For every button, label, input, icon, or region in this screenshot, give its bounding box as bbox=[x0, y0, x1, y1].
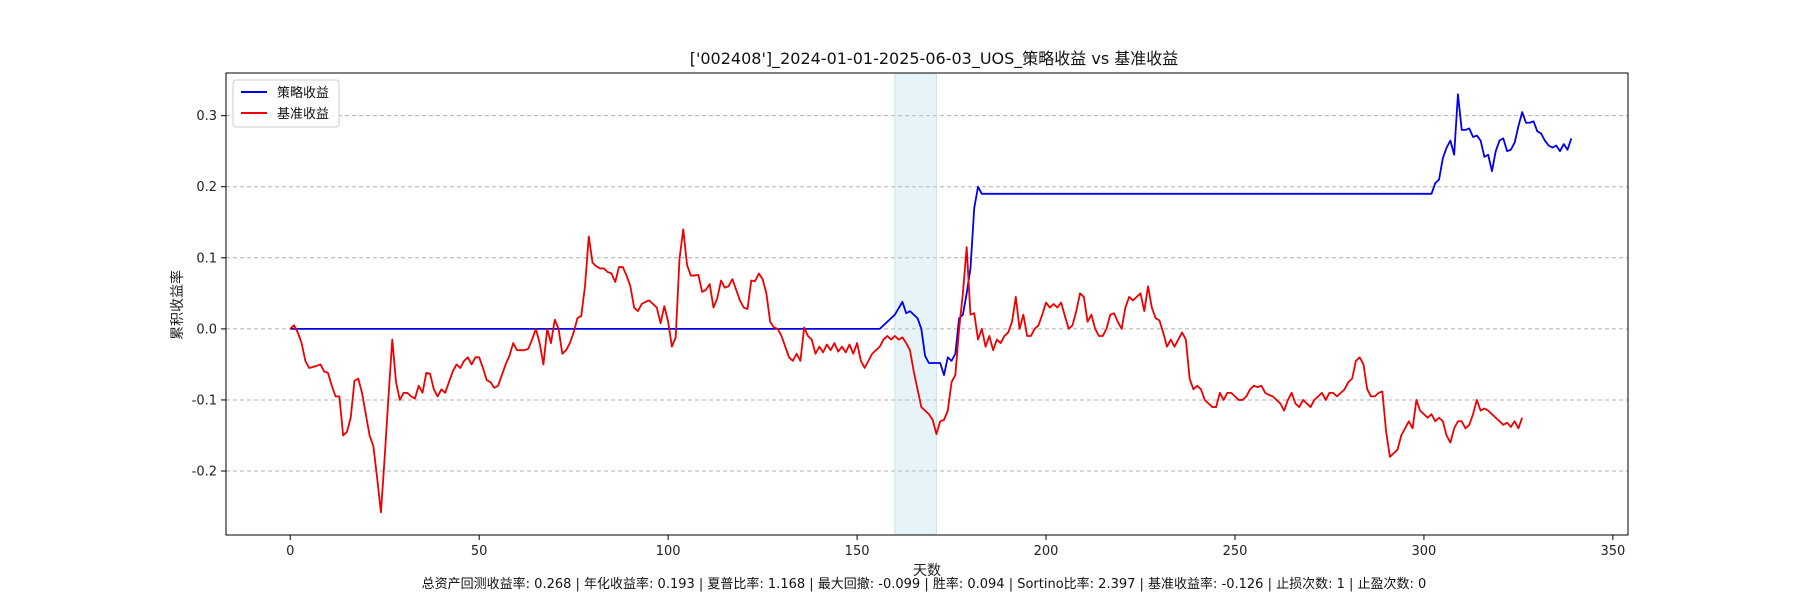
plot-frame bbox=[225, 72, 1629, 536]
x-tick-label-3: 150 bbox=[845, 544, 870, 559]
x-tick-label-2: 100 bbox=[656, 544, 681, 559]
legend: 策略收益 基准收益 bbox=[232, 79, 340, 128]
x-tick-label-0: 0 bbox=[286, 544, 294, 559]
x-tick-label-5: 250 bbox=[1223, 544, 1248, 559]
x-tick-label-4: 200 bbox=[1034, 544, 1059, 559]
x-tick-label-7: 350 bbox=[1600, 544, 1625, 559]
series-layer bbox=[289, 93, 1573, 514]
x-tick-label-1: 50 bbox=[471, 544, 488, 559]
y-tick-label-3: 0.1 bbox=[196, 251, 217, 266]
y-tick-label-4: 0.2 bbox=[196, 180, 217, 195]
plot-area bbox=[226, 73, 1628, 535]
legend-label-benchmark: 基准收益 bbox=[277, 107, 329, 122]
y-tick-label-1: -0.1 bbox=[192, 393, 217, 408]
series-line-benchmark bbox=[289, 228, 1524, 514]
y-axis-label: 累积收益率 bbox=[169, 270, 186, 340]
footer-metrics: 总资产回测收益率: 0.268 | 年化收益率: 0.193 | 夏普比率: 1… bbox=[422, 576, 1427, 592]
x-tick-label-6: 300 bbox=[1412, 544, 1437, 559]
y-tick-label-5: 0.3 bbox=[196, 109, 217, 124]
x-axis-label: 天数 bbox=[913, 563, 941, 579]
y-tick-label-0: -0.2 bbox=[192, 465, 217, 480]
y-axis-ticks: -0.2 -0.1 0.0 0.1 0.2 0.3 bbox=[192, 109, 226, 480]
chart-title: ['002408']_2024-01-01-2025-06-03_UOS_策略收… bbox=[690, 49, 1179, 69]
legend-label-strategy: 策略收益 bbox=[277, 85, 329, 101]
series-line-strategy bbox=[290, 93, 1573, 376]
x-axis-ticks: 0 50 100 150 200 250 300 350 bbox=[286, 535, 1625, 559]
y-tick-label-2: 0.0 bbox=[196, 322, 217, 337]
